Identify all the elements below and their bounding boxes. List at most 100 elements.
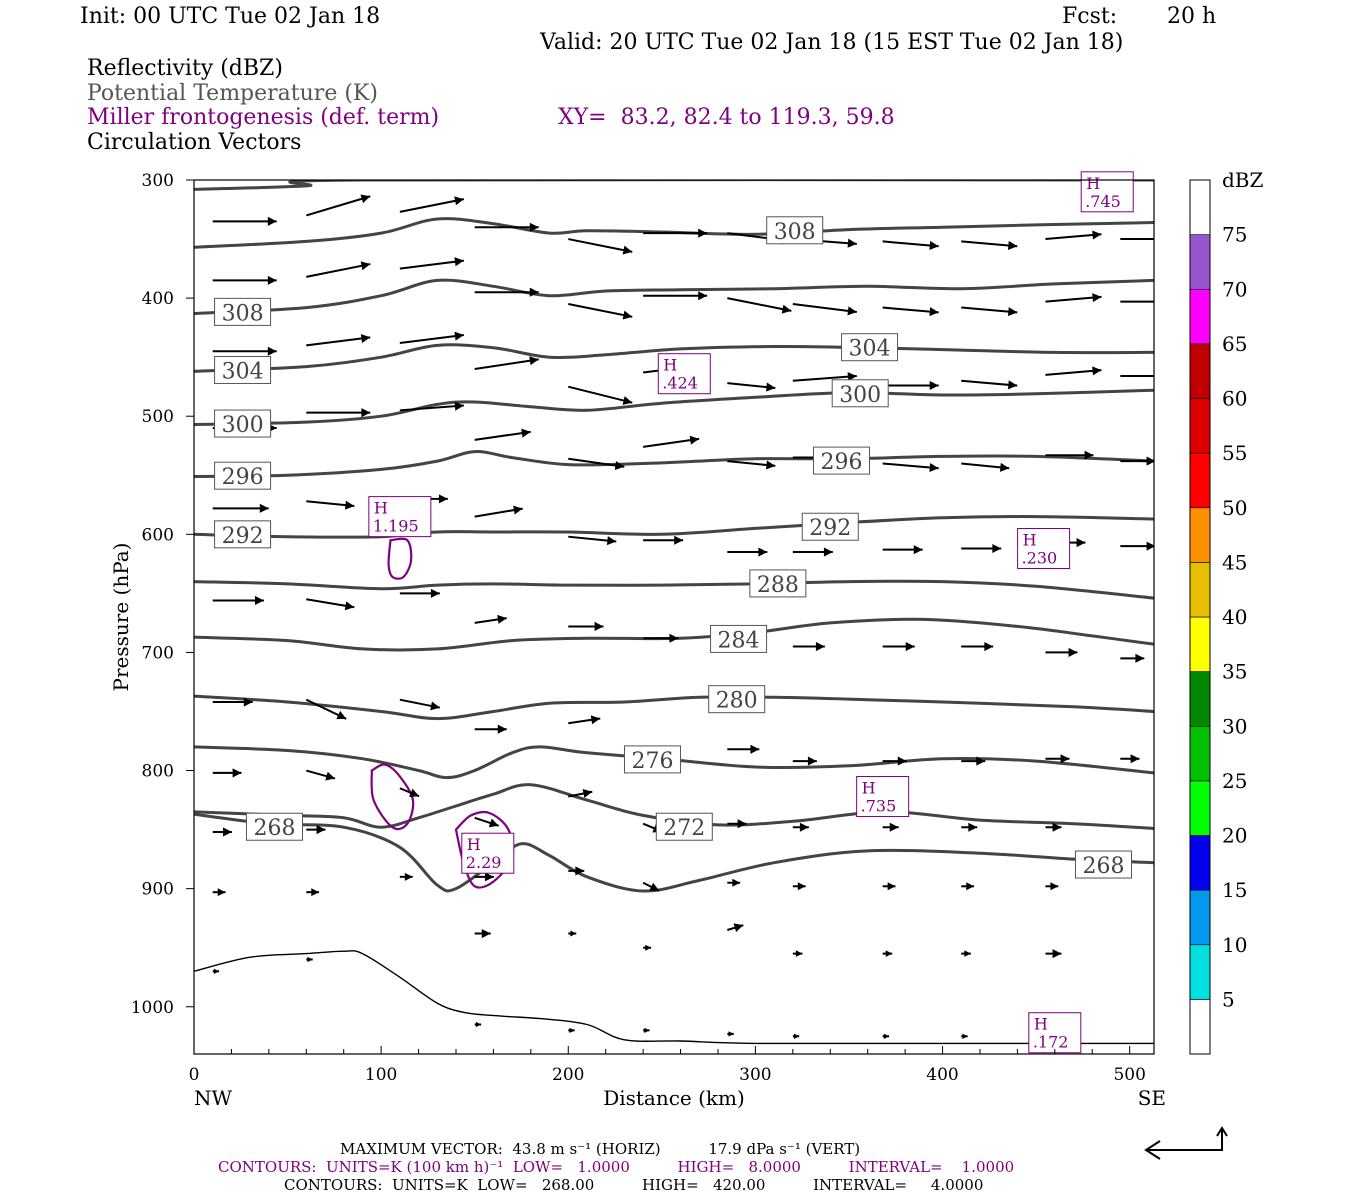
theta-label-296: 296	[214, 461, 272, 490]
x-tick-label: 0	[189, 1065, 200, 1085]
field-reflectivity: Reflectivity (dBZ)	[87, 56, 283, 81]
x-tick-label: 100	[365, 1065, 397, 1085]
theta-label-304: 304	[841, 333, 899, 362]
circulation-vector	[212, 768, 242, 778]
circulation-vector	[961, 379, 1018, 390]
y-tick-label: 400	[142, 289, 174, 309]
circulation-vector	[568, 535, 617, 546]
circulation-vector	[306, 598, 355, 611]
svg-text:2.29: 2.29	[466, 853, 502, 872]
y-tick-label: 700	[142, 643, 174, 663]
colorbar-swatch	[1189, 725, 1211, 782]
theta-label-292: 292	[214, 520, 272, 549]
colorbar-unit: dBZ	[1222, 168, 1264, 192]
frontogenesis-max-label: H.230	[1017, 527, 1071, 569]
colorbar-swatch	[1189, 616, 1211, 672]
circulation-vector	[792, 882, 806, 891]
circulation-vector	[568, 930, 577, 937]
colorbar-swatch	[1189, 835, 1211, 891]
colorbar-swatch	[1189, 398, 1211, 454]
svg-text:H: H	[374, 499, 388, 518]
circulation-vector	[399, 787, 420, 798]
colorbar-swatch	[1189, 179, 1211, 235]
circulation-vector	[882, 462, 939, 473]
circulation-vector	[961, 950, 971, 957]
theta-contour-284	[194, 617, 1154, 652]
circulation-vector	[792, 756, 817, 766]
svg-text:H: H	[862, 779, 876, 798]
circulation-vector	[643, 633, 679, 643]
theta-label-268: 268	[245, 812, 303, 841]
theta-label-308: 308	[214, 297, 272, 326]
axes-layer: 300 400 500 600 700 800 900 1000 0 100 200 300 400 50…	[131, 171, 1146, 1085]
circulation-vector	[882, 240, 939, 250]
theta-contour-note: CONTOURS: UNITS=K LOW= 268.00 HIGH= 420.…	[284, 1176, 984, 1194]
x-axis-title: Distance (km)	[603, 1086, 745, 1110]
circulation-vector	[212, 503, 269, 513]
circulation-vector	[568, 621, 604, 631]
circulation-vector	[882, 950, 893, 957]
frontogenesis-max-label: H.172	[1028, 1012, 1082, 1054]
circulation-vector	[474, 872, 494, 882]
circulation-vector	[727, 297, 792, 314]
circulation-vector	[882, 380, 939, 391]
plot-frame	[193, 179, 1155, 1055]
theta-contour-288	[194, 579, 1154, 600]
colorbar-swatch	[1189, 452, 1211, 509]
frontogenesis-max-label: H.745	[1080, 171, 1134, 213]
circulation-vector	[792, 822, 809, 832]
circulation-vector	[1045, 882, 1059, 891]
circulation-vector	[212, 346, 277, 356]
theta-contour-296	[194, 450, 1154, 478]
circulation-vector	[727, 923, 744, 933]
circulation-vector	[212, 827, 232, 837]
theta-label-300: 300	[214, 409, 272, 438]
frontogenesis-max-label: H1.195	[368, 496, 432, 538]
svg-text:300: 300	[839, 383, 881, 408]
circulation-vector	[568, 789, 593, 798]
svg-text:284: 284	[718, 628, 760, 653]
colorbar-tick-label: 70	[1222, 277, 1247, 301]
colorbar-swatch	[1189, 780, 1211, 836]
frontogenesis-max-label: H.424	[657, 353, 711, 395]
circulation-vector	[1120, 375, 1154, 378]
svg-text:292: 292	[809, 516, 851, 541]
circulation-vector	[399, 588, 440, 598]
svg-text:308: 308	[222, 301, 264, 326]
circulation-vector	[1120, 541, 1154, 551]
circulation-vector	[792, 303, 857, 316]
svg-text:304: 304	[222, 359, 264, 384]
max-vector-note: MAXIMUM VECTOR: 43.8 m s⁻¹ (HORIZ) 17.9 …	[340, 1140, 861, 1158]
circulation-vector	[727, 819, 747, 829]
theta-contour-300	[194, 388, 1154, 426]
theta-label-284: 284	[710, 624, 768, 653]
colorbar-tick-label: 5	[1222, 987, 1235, 1011]
circulation-vector	[212, 888, 226, 897]
svg-text:H: H	[467, 835, 481, 854]
circulation-vector	[212, 216, 277, 226]
circulation-vector	[568, 238, 633, 255]
circulation-vector	[792, 547, 833, 557]
frontogenesis-contour-note: CONTOURS: UNITS=K (100 km h)⁻¹ LOW= 1.00…	[218, 1158, 1015, 1176]
svg-text:.172: .172	[1033, 1033, 1069, 1052]
svg-text:300: 300	[222, 413, 264, 438]
frontogenesis-max-label: H.735	[856, 776, 910, 818]
nw-label: NW	[194, 1086, 233, 1110]
y-tick-label: 800	[142, 762, 174, 782]
colorbar-swatch	[1189, 507, 1211, 563]
x-tick-label: 300	[739, 1065, 771, 1085]
circulation-vector	[212, 275, 277, 285]
svg-text:268: 268	[253, 816, 295, 841]
se-label: SE	[1138, 1086, 1166, 1110]
circulation-vector	[474, 287, 539, 297]
plot-layer	[194, 180, 1154, 1045]
colorbar-frame	[1189, 179, 1211, 1055]
circulation-vector	[961, 240, 1018, 250]
theta-label-288: 288	[749, 569, 807, 598]
y-tick-label: 500	[142, 407, 174, 427]
circulation-vector	[474, 928, 491, 939]
circulation-vector	[306, 500, 355, 510]
circulation-vector	[212, 968, 220, 974]
circulation-vector	[568, 457, 625, 470]
